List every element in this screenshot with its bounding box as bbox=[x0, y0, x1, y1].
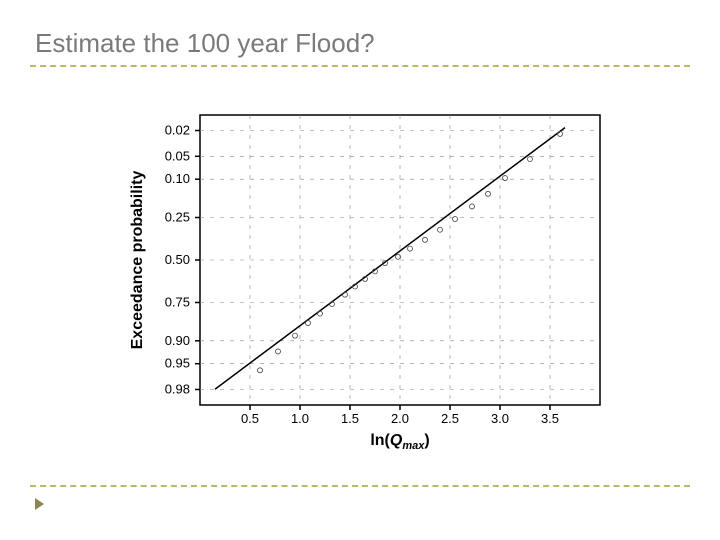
svg-text:0.95: 0.95 bbox=[165, 356, 190, 371]
svg-text:2.5: 2.5 bbox=[441, 411, 459, 426]
svg-text:0.5: 0.5 bbox=[241, 411, 259, 426]
svg-text:0.02: 0.02 bbox=[165, 123, 190, 138]
svg-text:Exceedance probability: Exceedance probability bbox=[130, 171, 146, 350]
probability-chart: 0.5 1.0 1.5 2.0 2.5 3.0 3.5 0.02 0.05 0.10 0.25 0.5… bbox=[130, 105, 610, 455]
svg-text:0.25: 0.25 bbox=[165, 210, 190, 225]
bullet-icon bbox=[35, 498, 44, 510]
svg-text:0.50: 0.50 bbox=[165, 252, 190, 267]
svg-text:ln(Qmax): ln(Qmax) bbox=[370, 432, 429, 452]
svg-text:1.0: 1.0 bbox=[291, 411, 309, 426]
divider-bottom bbox=[30, 485, 690, 487]
svg-text:0.05: 0.05 bbox=[165, 148, 190, 163]
chart-svg: 0.5 1.0 1.5 2.0 2.5 3.0 3.5 0.02 0.05 0.10 0.25 0.5… bbox=[130, 105, 610, 455]
svg-text:2.0: 2.0 bbox=[391, 411, 409, 426]
svg-text:3.0: 3.0 bbox=[491, 411, 509, 426]
svg-text:1.5: 1.5 bbox=[341, 411, 359, 426]
svg-text:3.5: 3.5 bbox=[541, 411, 559, 426]
page-title: Estimate the 100 year Flood? bbox=[35, 28, 375, 59]
svg-text:0.90: 0.90 bbox=[165, 333, 190, 348]
svg-text:0.75: 0.75 bbox=[165, 294, 190, 309]
divider-top bbox=[30, 65, 690, 67]
svg-text:0.10: 0.10 bbox=[165, 171, 190, 186]
svg-text:0.98: 0.98 bbox=[165, 381, 190, 396]
